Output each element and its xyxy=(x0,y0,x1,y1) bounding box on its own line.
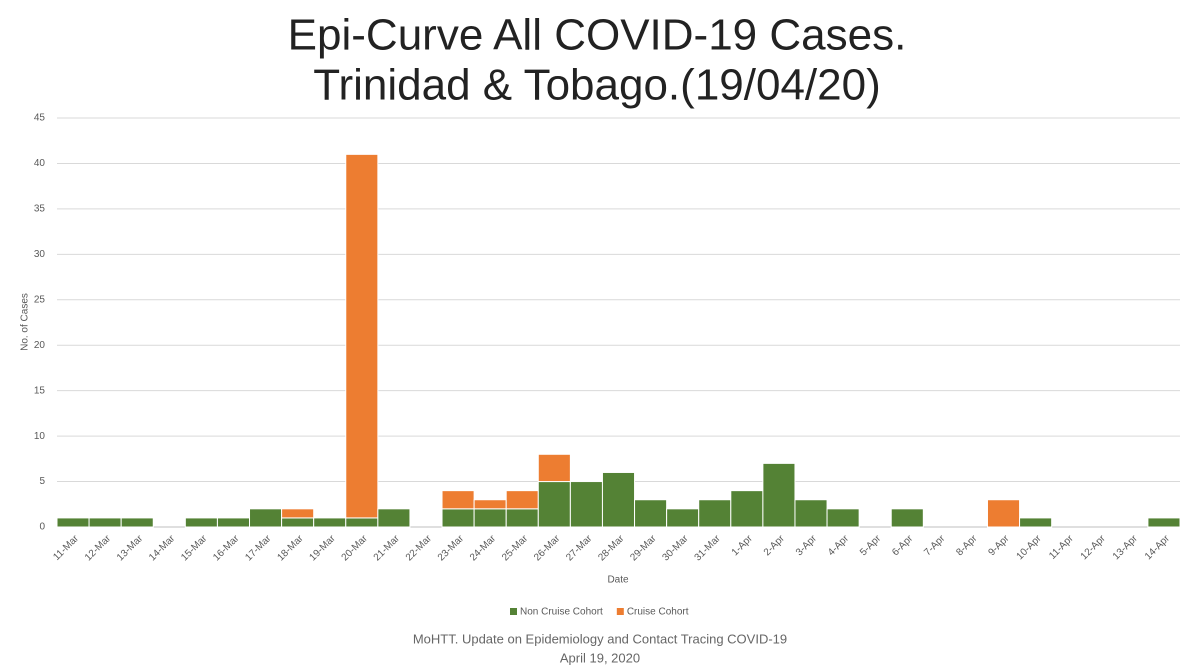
x-tick-label: 3-Apr xyxy=(794,533,820,559)
bar xyxy=(1019,517,1053,528)
x-tick-label: 19-Mar xyxy=(308,533,339,564)
bar xyxy=(730,490,764,528)
bar xyxy=(986,499,1021,528)
x-tick-label: 10-Apr xyxy=(1015,533,1044,562)
y-tick-label: 30 xyxy=(34,249,46,260)
bar xyxy=(313,517,347,528)
x-tick-label: 24-Mar xyxy=(468,533,499,564)
bar xyxy=(601,471,636,528)
x-tick-label: 21-Mar xyxy=(372,533,403,564)
y-tick-label: 15 xyxy=(34,385,46,396)
x-tick-label: 25-Mar xyxy=(500,533,531,564)
y-tick-label: 20 xyxy=(34,340,46,351)
bar xyxy=(762,462,796,528)
bar xyxy=(216,517,251,528)
bar xyxy=(56,517,90,528)
bar xyxy=(794,499,828,528)
x-tick-label: 14-Mar xyxy=(147,533,178,564)
bar xyxy=(537,453,571,483)
legend-label: Non Cruise Cohort xyxy=(520,607,603,618)
x-tick-label: 9-Apr xyxy=(986,533,1012,559)
x-tick-label: 16-Mar xyxy=(211,533,242,564)
y-tick-label: 0 xyxy=(39,522,45,533)
x-tick-label: 27-Mar xyxy=(564,533,595,564)
bar xyxy=(505,490,539,510)
bar xyxy=(281,508,315,519)
x-tick-label: 11-Mar xyxy=(51,533,81,563)
bar xyxy=(281,517,315,528)
x-tick-label: 30-Mar xyxy=(660,533,691,564)
footer: MoHTT. Update on Epidemiology and Contac… xyxy=(413,631,787,646)
bar xyxy=(537,481,571,528)
x-tick-label: 1-Apr xyxy=(730,533,756,559)
chart-title: Epi-Curve All COVID-19 Cases. xyxy=(288,11,907,60)
bar xyxy=(698,499,732,528)
x-tick-label: 5-Apr xyxy=(858,533,884,559)
y-tick-label: 35 xyxy=(34,204,46,215)
x-tick-label: 15-Mar xyxy=(179,533,210,564)
x-tick-label: 7-Apr xyxy=(922,533,948,559)
bar xyxy=(473,508,507,528)
x-tick-label: 26-Mar xyxy=(532,533,563,564)
bar xyxy=(345,153,379,519)
x-tick-label: 13-Mar xyxy=(115,533,146,564)
x-axis-title: Date xyxy=(607,575,629,586)
bar xyxy=(120,517,154,528)
x-tick-label: 28-Mar xyxy=(596,533,627,564)
x-tick-label: 2-Apr xyxy=(762,533,788,559)
x-tick-label: 12-Apr xyxy=(1079,533,1108,562)
bar xyxy=(249,508,283,528)
x-tick-label: 22-Mar xyxy=(404,533,435,564)
x-tick-label: 23-Mar xyxy=(436,533,467,564)
bar xyxy=(88,517,122,528)
legend-label: Cruise Cohort xyxy=(627,607,689,618)
x-tick-label: 18-Mar xyxy=(275,533,306,564)
x-tick-label: 14-Apr xyxy=(1143,533,1172,562)
y-tick-label: 5 xyxy=(39,476,45,487)
x-tick-label: 4-Apr xyxy=(826,533,852,559)
bar xyxy=(826,508,860,528)
y-tick-label: 45 xyxy=(34,113,46,124)
y-tick-label: 40 xyxy=(34,158,46,169)
bar xyxy=(184,517,218,528)
bar xyxy=(666,508,700,528)
legend-swatch xyxy=(616,608,624,615)
bar xyxy=(473,499,507,510)
x-tick-label: 8-Apr xyxy=(954,533,980,559)
bar xyxy=(569,481,603,528)
bar xyxy=(505,508,539,528)
bar xyxy=(634,499,668,528)
bar xyxy=(890,508,924,528)
x-tick-label: 6-Apr xyxy=(890,533,916,559)
bar xyxy=(1147,517,1181,528)
bar xyxy=(345,517,379,528)
x-tick-label: 12-Mar xyxy=(83,533,114,564)
legend-swatch xyxy=(510,608,517,615)
x-tick-label: 17-Mar xyxy=(243,533,274,564)
bar xyxy=(377,508,411,528)
y-tick-label: 25 xyxy=(34,294,46,305)
y-axis-title: No. of Cases xyxy=(20,293,31,351)
x-tick-label: 20-Mar xyxy=(340,533,371,564)
x-tick-label: 29-Mar xyxy=(628,533,659,564)
chart-title: Trinidad & Tobago.(19/04/20) xyxy=(313,61,881,110)
footer: April 19, 2020 xyxy=(560,650,640,665)
x-tick-label: 13-Apr xyxy=(1111,533,1140,562)
bar xyxy=(441,508,475,528)
y-tick-label: 10 xyxy=(34,431,46,442)
x-tick-label: 11-Apr xyxy=(1047,533,1076,562)
bar xyxy=(441,490,475,510)
x-tick-label: 31-Mar xyxy=(693,533,724,564)
